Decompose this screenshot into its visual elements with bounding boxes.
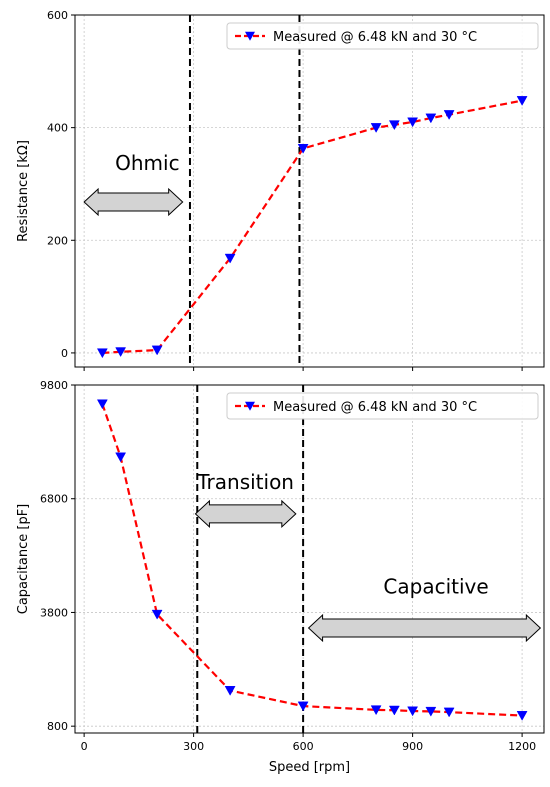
double-arrow	[307, 613, 542, 643]
plot-frame	[74, 14, 545, 368]
legend-marker-swatch	[245, 31, 255, 41]
data-point	[96, 348, 108, 359]
plot-frame	[74, 384, 545, 734]
data-point	[297, 143, 309, 154]
data-point	[370, 705, 382, 716]
x-tick-label: 0	[81, 740, 88, 753]
y-tick-label: 600	[47, 9, 68, 22]
y-tick-label: 200	[47, 234, 68, 247]
data-point	[443, 110, 455, 120]
y-axis-label: Capacitance [pF]	[16, 504, 31, 614]
y-tick-label: 3800	[40, 606, 68, 619]
legend-label: Measured @ 6.48 kN and 30 °C	[273, 400, 477, 415]
data-point	[425, 113, 437, 124]
x-tick-label: 900	[402, 740, 423, 753]
data-point	[115, 347, 127, 358]
data-point	[224, 686, 236, 696]
chart-panel-1: 0 200 400 600 Resistance [kΩ] Ohmic Measured @…	[16, 9, 545, 371]
data-point	[388, 705, 400, 716]
data-point	[151, 345, 163, 356]
data-point	[516, 711, 528, 721]
data-point	[443, 707, 455, 718]
data-point	[425, 706, 437, 717]
y-tick-label: 800	[47, 720, 68, 733]
y-tick-label: 9800	[40, 379, 68, 392]
double-arrow	[194, 499, 297, 529]
legend-box	[226, 392, 539, 420]
legend-label: Measured @ 6.48 kN and 30 °C	[273, 30, 477, 45]
data-point	[407, 117, 419, 128]
data-point	[96, 399, 108, 410]
data-point	[388, 120, 400, 131]
x-tick-label: 300	[183, 740, 204, 753]
data-point	[516, 96, 528, 106]
region-label: Ohmic	[115, 151, 179, 175]
y-tick-label: 6800	[40, 493, 68, 506]
data-point	[297, 701, 309, 712]
series-line	[101, 403, 523, 717]
double-arrow	[83, 187, 184, 217]
y-axis-label: Resistance [kΩ]	[16, 140, 31, 242]
y-tick-label: 400	[47, 122, 68, 135]
legend-marker-swatch	[245, 401, 255, 411]
y-tick-label: 0	[61, 347, 68, 360]
x-tick-label: 1200	[508, 740, 536, 753]
region-label: Capacitive	[383, 574, 488, 598]
series-line	[102, 99, 523, 355]
data-point	[224, 253, 236, 264]
chart-panel-2: 0 300 600 900 1200 800 3800 6800 9800 Capacitance…	[16, 379, 545, 775]
data-point	[370, 123, 382, 133]
data-point	[407, 706, 419, 717]
region-label: Transition	[196, 470, 294, 494]
x-axis-label: Speed [rpm]	[269, 760, 350, 775]
data-point	[115, 452, 127, 463]
x-tick-label: 600	[293, 740, 314, 753]
data-point	[151, 609, 163, 620]
legend-box	[226, 22, 539, 50]
